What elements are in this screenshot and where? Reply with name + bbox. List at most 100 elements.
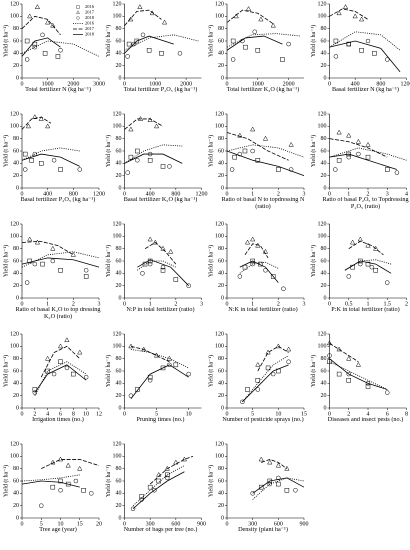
x-axis-label: P:K in total fertilizer (ratio) — [331, 307, 400, 313]
marker-circle — [147, 261, 153, 267]
y-axis-label: Yield (t ha⁻¹) — [310, 25, 317, 57]
y-tick-label: 80 — [218, 356, 224, 362]
y-tick-label: 0 — [324, 295, 327, 301]
marker-triangle — [38, 116, 44, 121]
y-tick-label: 80 — [116, 136, 122, 142]
y-tick-label: 20 — [13, 393, 19, 399]
marker-triangle — [250, 236, 256, 242]
marker-square — [284, 488, 290, 493]
y-tick-label: 100 — [10, 124, 19, 130]
y-tick-label: 120 — [318, 111, 327, 117]
marker-circle — [293, 488, 298, 493]
x-axis-label-box: Total fertilizer K₂O (kg ha⁻¹) — [227, 87, 299, 93]
marker-circle — [288, 167, 294, 172]
x-tick-label: 0 — [123, 301, 126, 307]
marker-square — [76, 5, 80, 9]
x-tick-label: 4 — [405, 191, 408, 197]
y-tick-label: 100 — [113, 14, 122, 20]
y-tick-label: 80 — [13, 356, 19, 362]
fit-curve — [257, 345, 289, 372]
y-tick-label: 80 — [116, 466, 122, 472]
marker-square — [276, 481, 281, 487]
y-axis-label: Yield (t ha⁻¹) — [207, 245, 214, 277]
x-axis-label-box: Number of bags per tree (no.) — [124, 527, 198, 533]
x-tick-label: 4 — [46, 411, 49, 417]
x-axis-label: Basal fertilizer N (kg ha⁻¹) — [332, 87, 399, 93]
y-axis-label: Yield (t ha⁻¹) — [105, 25, 112, 57]
marker-triangle — [161, 19, 168, 25]
y-tick-label: 20 — [13, 173, 19, 179]
marker-triangle — [173, 459, 179, 465]
x-axis-label-box: Irrigation times (no.) — [32, 417, 84, 423]
fit-curve — [132, 465, 185, 506]
fit-curve — [242, 355, 289, 403]
marker-triangle — [355, 361, 361, 367]
marker-circle — [51, 371, 57, 377]
marker-circle — [125, 170, 130, 175]
marker-triangle — [34, 4, 41, 9]
marker-circle — [346, 274, 351, 279]
x-tick-label: 15 — [77, 521, 83, 527]
x-tick-label: 600 — [171, 521, 180, 527]
marker-square — [40, 261, 45, 267]
marker-triangle — [275, 343, 281, 349]
fit-curve — [329, 138, 388, 158]
x-axis-label: Number of pesticide sprays (no.) — [222, 417, 304, 423]
marker-circle — [281, 286, 286, 291]
fit-curve — [21, 15, 61, 36]
y-tick-label: 60 — [116, 148, 122, 154]
marker-triangle — [262, 135, 269, 141]
marker-square — [258, 484, 264, 490]
x-tick-label: 300 — [248, 521, 257, 527]
fit-curve — [329, 153, 397, 170]
x-tick-label: 0 — [328, 411, 331, 417]
y-axis-label: Yield (t ha⁻¹) — [2, 135, 9, 167]
y-tick-label: 80 — [321, 356, 327, 362]
y-tick-label: 40 — [218, 271, 224, 277]
x-tick-label: 0 — [21, 521, 24, 527]
y-tick-label: 120 — [113, 331, 122, 337]
marker-square — [134, 38, 140, 44]
y-axis-label: Yield (t ha⁻¹) — [105, 135, 112, 167]
fit-curve — [226, 132, 289, 161]
marker-square — [42, 51, 48, 56]
x-axis-label-box: Number of pesticide sprays (no.) — [222, 417, 304, 423]
fit-curve — [329, 40, 401, 73]
y-tick-label: 0 — [221, 405, 224, 411]
y-tick-label: 120 — [10, 221, 19, 227]
y-tick-label: 60 — [13, 478, 19, 484]
y-tick-label: 20 — [218, 173, 224, 179]
fit-curve — [132, 471, 185, 510]
fit-curve — [252, 477, 305, 494]
marker-circle — [365, 381, 371, 386]
marker-circle — [237, 274, 243, 279]
y-tick-label: 60 — [116, 368, 122, 374]
y-tick-label: 100 — [10, 14, 19, 20]
marker-triangle — [365, 141, 371, 147]
marker-circle — [237, 151, 243, 157]
marker-circle — [250, 148, 255, 154]
y-tick-label: 0 — [16, 295, 19, 301]
fit-curve — [144, 242, 177, 265]
fit-curve — [21, 147, 80, 161]
marker-circle — [147, 378, 153, 383]
marker-circle — [263, 268, 268, 273]
y-tick-label: 100 — [10, 454, 19, 460]
marker-circle — [270, 371, 276, 377]
marker-square — [385, 167, 390, 172]
x-tick-label: 400 — [146, 191, 155, 197]
x-tick-label: 400 — [351, 81, 360, 87]
y-tick-label: 0 — [221, 75, 224, 81]
marker-square — [27, 258, 32, 264]
marker-triangle — [77, 349, 83, 355]
marker-circle — [58, 488, 63, 493]
marker-triangle — [34, 239, 41, 245]
y-tick-label: 120 — [318, 1, 327, 7]
y-axis-label: Yield (t ha⁻¹) — [310, 245, 317, 277]
marker-triangle — [77, 465, 83, 471]
y-tick-label: 0 — [16, 75, 19, 81]
x-tick-label: 10 — [83, 411, 89, 417]
y-tick-label: 80 — [116, 246, 122, 252]
marker-circle — [267, 481, 273, 487]
marker-triangle — [57, 343, 64, 349]
